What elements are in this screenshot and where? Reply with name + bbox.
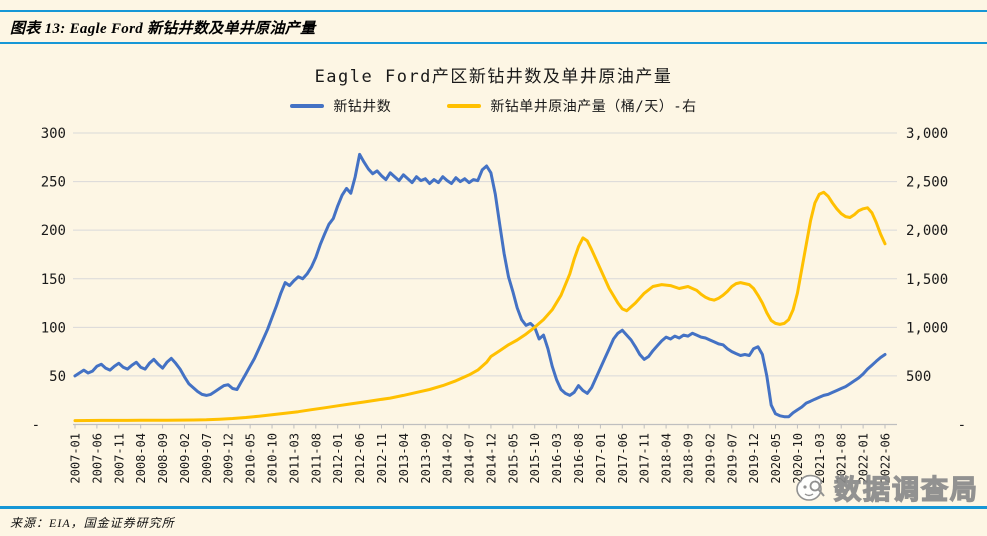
x-axis-label: 2017-06 [616,433,630,484]
x-axis-label: 2022-06 [879,433,893,484]
x-axis-label: 2009-12 [222,433,236,484]
x-axis-label: 2012-06 [353,433,367,484]
y-axis-right-label: 500 [906,369,931,385]
x-axis-label: 2010-05 [244,433,258,484]
new-wells-line [73,152,887,419]
legend-item-new-wells: 新钻井数 [290,96,391,116]
x-axis-label: 2019-02 [703,433,717,484]
x-axis-label: 2014-02 [441,433,455,484]
y-axis-left-label: 100 [41,320,66,336]
x-axis-label: 2016-08 [572,433,586,484]
x-axis-label: 2014-07 [463,433,477,484]
x-axis-label: 2012-01 [331,433,345,484]
x-axis-label: 2008-04 [134,433,148,484]
x-axis-label: 2015-10 [528,433,542,484]
top-accent-rule [0,10,987,12]
x-axis-label: 2021-03 [813,433,827,484]
x-axis-label: 2011-03 [287,433,301,484]
oil-per-well-line [73,190,887,423]
x-axis-label: 2014-12 [484,433,498,484]
x-axis-label: 2007-11 [112,433,126,484]
x-axis-label: 2021-08 [835,433,849,484]
y-axis-left-label: 50 [49,369,66,385]
x-axis-label: 2019-07 [725,433,739,484]
legend-swatch-new-wells-icon [290,104,325,108]
y-axis-right-label: 2,500 [906,175,948,191]
y-axis-right-label: - [958,418,966,434]
x-axis-label: 2007-01 [69,433,83,484]
watermark: 数据调查局 [792,468,979,507]
detective-magnifier-logo-icon [796,474,825,501]
x-axis-label: 2013-09 [419,433,433,484]
watermark-text: 数据调查局 [833,474,979,505]
y-axis-right-label: 1,500 [906,272,948,288]
figure-caption: 图表 13: Eagle Ford 新钻井数及单井原油产量 [10,21,316,37]
x-axis-label: 2010-10 [266,433,280,484]
x-axis-label: 2012-11 [375,433,389,484]
x-axis-label: 2019-12 [747,433,761,484]
legend-label-new-wells: 新钻井数 [333,99,392,115]
caption-underline-rule [0,42,987,44]
y-axis-left-label: 250 [41,175,66,191]
x-axis-label: 2013-04 [397,433,411,484]
x-axis-label: 2008-09 [156,433,170,484]
x-axis-label: 2009-02 [178,433,192,484]
chart-legend: 新钻井数 新钻单井原油产量（桶/天）-右 [0,96,987,116]
y-axis-left-label: - [32,418,40,434]
y-axis-right-label: 2,000 [906,223,948,239]
legend-label-oil-per-well: 新钻单井原油产量（桶/天）-右 [490,99,697,115]
y-axis-left-label: 150 [41,272,66,288]
source-note: 来源：EIA，国金证券研究所 [10,516,175,530]
x-axis-label: 2018-09 [681,433,695,484]
x-axis-label: 2016-03 [550,433,564,484]
x-axis-label: 2020-05 [769,433,783,484]
legend-swatch-oil-per-well-icon [447,104,482,108]
y-axis-left-label: 300 [41,126,66,142]
y-axis-right-label: 3,000 [906,126,948,142]
x-axis-label: 2022-01 [857,433,871,484]
legend-item-oil-per-well: 新钻单井原油产量（桶/天）-右 [447,96,696,116]
y-axis-right-label: 1,000 [906,320,948,336]
chart-title: Eagle Ford产区新钻井数及单井原油产量 [314,67,673,87]
x-axis-label: 2017-01 [594,433,608,484]
x-axis-label: 2017-11 [638,433,652,484]
y-axis-left-label: 200 [41,223,66,239]
bottom-accent-rule [0,506,987,509]
x-axis-label: 2011-08 [309,433,323,484]
x-axis-label: 2007-06 [90,433,104,484]
x-axis-label: 2009-07 [200,433,214,484]
x-axis-label: 2018-04 [660,433,674,484]
x-axis-label: 2020-10 [791,433,805,484]
x-axis-label: 2015-05 [506,433,520,484]
